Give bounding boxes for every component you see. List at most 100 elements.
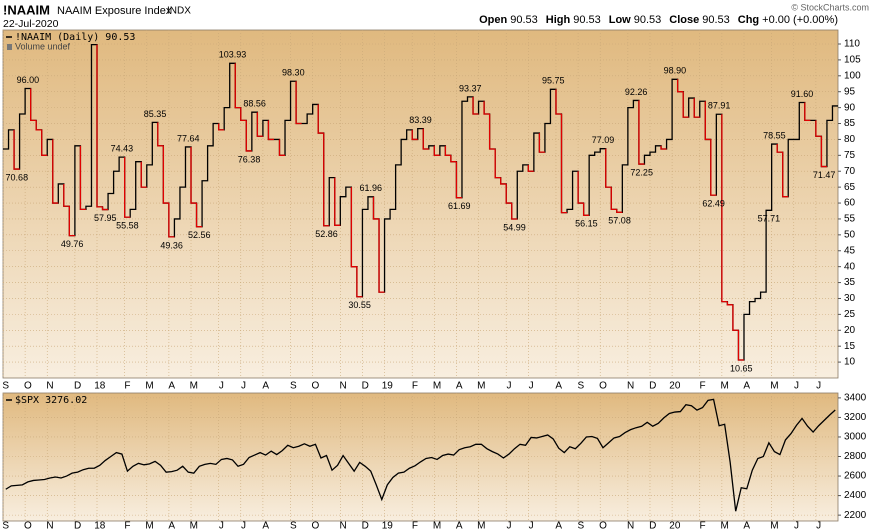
x-tick-label: J	[219, 381, 224, 392]
down-step	[527, 164, 534, 172]
down-step	[704, 101, 711, 141]
x-tick-label: M	[145, 381, 153, 392]
down-step	[682, 91, 689, 118]
value-label: 30.55	[348, 300, 371, 310]
down-step	[35, 120, 42, 131]
down-step	[267, 120, 274, 141]
down-step	[234, 63, 241, 109]
down-step	[710, 139, 717, 196]
value-label: 57.08	[608, 216, 631, 226]
down-step	[13, 129, 20, 170]
y-tick-label: 3200	[844, 412, 867, 423]
down-step	[726, 301, 733, 306]
x-tick-label: A	[262, 381, 269, 392]
x-tick-label: 20	[669, 521, 681, 532]
x-tick-label: M	[433, 521, 441, 532]
down-step	[41, 129, 48, 156]
down-step	[472, 96, 479, 115]
quote-label: High	[546, 14, 571, 26]
quote-label: Open	[479, 14, 507, 26]
value-label: 87.91	[708, 101, 731, 111]
down-step	[555, 89, 562, 115]
x-tick-label: A	[743, 521, 750, 532]
down-step	[511, 203, 518, 220]
value-label: 77.64	[177, 133, 200, 143]
x-tick-label: F	[699, 381, 705, 392]
x-tick-label: F	[412, 381, 418, 392]
x-tick-label: D	[74, 521, 81, 532]
value-label: 57.71	[758, 214, 781, 224]
y-tick-label: 50	[844, 229, 856, 240]
value-label: 103.93	[219, 50, 247, 60]
date: 22-Jul-2020	[3, 18, 59, 30]
x-tick-label: J	[241, 521, 246, 532]
quote-label: Chg	[738, 14, 759, 26]
down-step	[616, 209, 623, 213]
down-step	[494, 148, 501, 179]
x-tick-label: M	[190, 381, 198, 392]
x-tick-label: A	[555, 381, 562, 392]
x-tick-label: M	[477, 381, 485, 392]
x-tick-label: M	[477, 521, 485, 532]
value-label: 96.00	[17, 75, 40, 85]
value-label: 93.37	[459, 83, 482, 93]
note: Volume undef	[15, 41, 71, 51]
value-label: 85.35	[144, 109, 167, 119]
y-tick-label: 20	[844, 325, 856, 336]
x-tick-label: S	[290, 381, 297, 392]
x-tick-label: J	[794, 381, 799, 392]
y-tick-label: 105	[844, 55, 861, 66]
x-tick-label: S	[2, 521, 9, 532]
down-step	[295, 81, 302, 125]
index-name: NAAIM Exposure Index	[57, 5, 172, 17]
down-step	[483, 101, 490, 115]
quote-value: 90.53	[510, 14, 538, 26]
exchange: INDX	[167, 6, 191, 17]
x-tick-label: A	[555, 521, 562, 532]
x-tick-label: 18	[94, 521, 106, 532]
x-tick-label: M	[770, 381, 778, 392]
down-step	[505, 183, 512, 204]
down-step	[820, 136, 827, 168]
value-label: 49.36	[160, 240, 183, 250]
x-tick-label: J	[506, 521, 511, 532]
x-tick-label: N	[627, 381, 634, 392]
quote-value: 90.53	[702, 14, 730, 26]
down-step	[450, 155, 457, 163]
quote-label: Close	[669, 14, 699, 26]
x-tick-label: A	[168, 381, 175, 392]
down-step	[157, 122, 164, 147]
down-step	[140, 161, 147, 188]
legend: !NAAIM (Daily) 90.53	[15, 32, 135, 43]
down-step	[660, 145, 667, 150]
down-step	[245, 120, 252, 152]
value-label: 92.26	[625, 87, 648, 97]
y-tick-label: 10	[844, 357, 856, 368]
down-step	[455, 161, 462, 199]
x-tick-label: O	[24, 521, 32, 532]
down-step	[721, 114, 728, 303]
down-step	[776, 144, 783, 153]
y-tick-label: 85	[844, 118, 856, 129]
y-tick-label: 3400	[844, 393, 867, 404]
y-tick-label: 2800	[844, 451, 867, 462]
quote-value: +0.00 (+0.00%)	[762, 14, 838, 26]
y-tick-label: 100	[844, 70, 861, 81]
down-step	[422, 128, 429, 150]
x-tick-label: J	[529, 381, 534, 392]
x-tick-label: S	[578, 381, 585, 392]
value-label: 76.38	[238, 154, 261, 164]
down-step	[79, 145, 86, 211]
down-step	[378, 218, 385, 293]
x-tick-label: A	[456, 381, 463, 392]
x-tick-label: N	[627, 521, 634, 532]
x-tick-label: O	[599, 521, 607, 532]
quote-label: Low	[609, 14, 631, 26]
quote-value: 90.53	[634, 14, 662, 26]
quote: Open 90.53 High 90.53 Low 90.53 Close 90.53 Chg +…	[479, 14, 838, 26]
value-label: 61.96	[359, 183, 382, 193]
value-label: 83.39	[409, 115, 432, 125]
down-step	[577, 171, 584, 204]
value-label: 56.15	[575, 219, 598, 229]
symbol: !NAAIM	[3, 2, 50, 17]
